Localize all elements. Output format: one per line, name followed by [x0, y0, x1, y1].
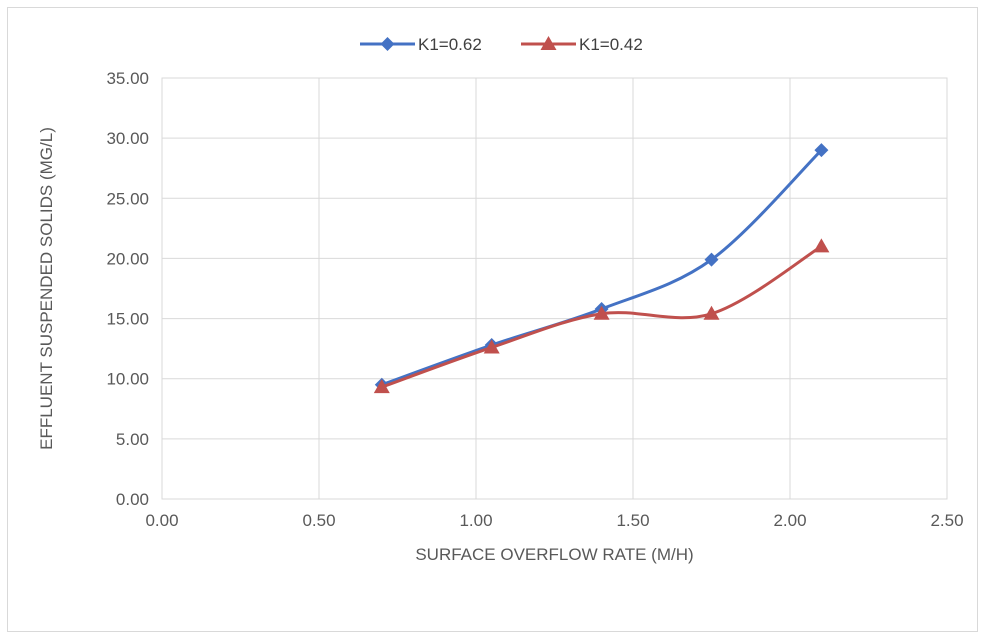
legend-entry: K1=0.42: [521, 35, 643, 54]
plot-area-border: [161, 77, 948, 500]
data-point: [483, 339, 500, 354]
x-tick-label: 2.50: [930, 511, 963, 530]
legend-marker: [540, 36, 557, 50]
y-tick-label: 20.00: [106, 249, 149, 268]
data-point: [593, 305, 610, 320]
y-tick-label: 5.00: [116, 430, 149, 449]
x-tick-label: 2.00: [773, 511, 806, 530]
x-tick-label: 1.00: [459, 511, 492, 530]
series-2: [373, 238, 830, 394]
series-layer: [373, 143, 830, 394]
x-axis-title: SURFACE OVERFLOW RATE (M/H): [415, 545, 693, 564]
legend-marker: [380, 37, 395, 51]
legend-entry: K1=0.62: [360, 35, 482, 54]
data-point: [373, 379, 390, 394]
legend-label: K1=0.42: [579, 35, 643, 54]
data-point: [814, 143, 829, 158]
x-tick-labels: 0.00 0.50 1.00 1.50 2.00 2.50: [145, 511, 963, 530]
data-point: [703, 305, 720, 320]
y-tick-label: 35.00: [106, 69, 149, 88]
legend: K1=0.62 K1=0.42: [360, 35, 643, 54]
y-axis-title: EFFLUENT SUSPENDED SOLIDS (MG/L): [37, 127, 56, 450]
x-tick-label: 0.50: [302, 511, 335, 530]
x-tick-label: 0.00: [145, 511, 178, 530]
axes: [161, 77, 948, 500]
y-tick-label: 0.00: [116, 490, 149, 509]
series-line: [380, 148, 823, 387]
gridlines: [161, 77, 948, 500]
y-tick-label: 25.00: [106, 189, 149, 208]
x-tick-label: 1.50: [616, 511, 649, 530]
y-tick-label: 15.00: [106, 310, 149, 329]
chart-area: [7, 7, 978, 632]
y-tick-labels: 0.00 5.00 10.00 15.00 20.00 25.00 30.00 35.00: [106, 69, 149, 509]
series-1: [374, 143, 829, 392]
y-tick-label: 10.00: [106, 370, 149, 389]
data-point: [704, 252, 719, 267]
data-point: [813, 238, 830, 253]
legend-label: K1=0.62: [418, 35, 482, 54]
y-tick-label: 30.00: [106, 129, 149, 148]
